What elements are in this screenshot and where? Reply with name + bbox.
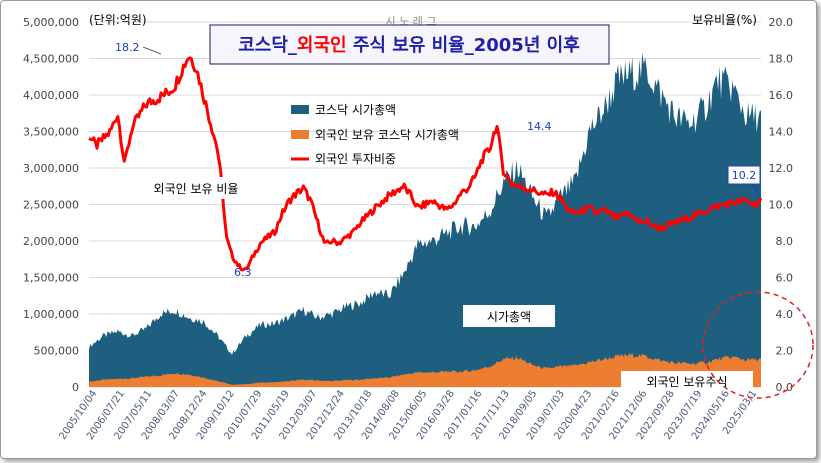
mid-value-label: 14.4 [527, 120, 552, 133]
foreign-label-box [621, 371, 753, 391]
left-axis-ticks: 0 500,000 1,000,000 1,500,000 2,000,000 2,500… [23, 16, 79, 394]
legend-label-foreign-cap: 외국인 보유 코스닥 시가총액 [315, 128, 459, 142]
right-tick-label: 2.0 [776, 345, 794, 358]
left-tick-label: 4,500,000 [23, 53, 79, 66]
last-value-box [727, 165, 761, 185]
last-value-pointer [752, 183, 762, 200]
left-tick-label: 1,500,000 [23, 272, 79, 285]
left-tick-label: 5,000,000 [23, 16, 79, 29]
right-tick-label: 6.0 [776, 272, 794, 285]
left-tick-label: 1,000,000 [23, 308, 79, 321]
last-value-label: 10.2 [732, 169, 757, 182]
right-tick-label: 10.0 [769, 199, 794, 212]
left-tick-label: 0 [72, 381, 79, 394]
cap-label: 시가총액 [487, 310, 531, 324]
peak-leader-line [142, 46, 162, 55]
ratio-label-box [129, 177, 264, 199]
x-axis-ticks: 2005/10/042006/07/212007/05/112008/03/07… [57, 388, 759, 442]
right-unit-label: 보유비율(%) [692, 13, 757, 27]
foreign-cap-area [89, 352, 761, 387]
right-tick-label: 16.0 [769, 89, 794, 102]
highlight-circle [702, 291, 814, 399]
market-cap-area [89, 52, 761, 387]
legend: 코스닥 시가총액 외국인 보유 코스닥 시가총액 외국인 투자비중 [291, 103, 459, 166]
left-unit-label: (단위:억원) [89, 13, 147, 27]
legend-swatch-market-cap [291, 105, 309, 114]
right-tick-label: 12.0 [769, 162, 794, 175]
low-value-label: 6.3 [234, 266, 252, 279]
legend-label-market-cap: 코스닥 시가총액 [315, 103, 396, 117]
right-tick-label: 20.0 [769, 16, 794, 29]
cap-label-box [463, 305, 555, 327]
right-axis-ticks: 0.0 2.0 4.0 6.0 8.0 10.0 12.0 14.0 16.0 18.0 20.0 [769, 16, 794, 394]
peak-value-label: 18.2 [115, 41, 140, 54]
right-tick-label: 0.0 [776, 381, 794, 394]
foreign-ratio-line [88, 56, 763, 272]
right-tick-label: 4.0 [776, 308, 794, 321]
left-tick-label: 500,000 [34, 345, 80, 358]
right-tick-label: 18.0 [769, 53, 794, 66]
ratio-label: 외국인 보유 비율 [154, 182, 239, 196]
title-box [209, 24, 610, 65]
chart-svg: 0 500,000 1,000,000 1,500,000 2,000,000 2,500… [23, 13, 814, 442]
title-part-1: 코스닥_ [238, 35, 297, 56]
left-tick-label: 2,500,000 [23, 199, 79, 212]
legend-swatch-foreign-cap [291, 130, 309, 139]
title-part-3: 주식 보유 비율_2005년 이후 [347, 35, 580, 56]
left-tick-label: 2,000,000 [23, 235, 79, 248]
title-part-2: 외국인 [297, 35, 347, 56]
right-tick-label: 8.0 [776, 235, 794, 248]
right-tick-label: 14.0 [769, 126, 794, 139]
foreign-label: 외국인 보유주식 [646, 375, 727, 389]
chart-title: 코스닥_외국인 주식 보유 비율_2005년 이후 [238, 35, 580, 56]
left-tick-label: 4,000,000 [23, 89, 79, 102]
left-tick-label: 3,500,000 [23, 126, 79, 139]
legend-label-ratio: 외국인 투자비중 [315, 152, 396, 166]
left-tick-label: 3,000,000 [23, 162, 79, 175]
